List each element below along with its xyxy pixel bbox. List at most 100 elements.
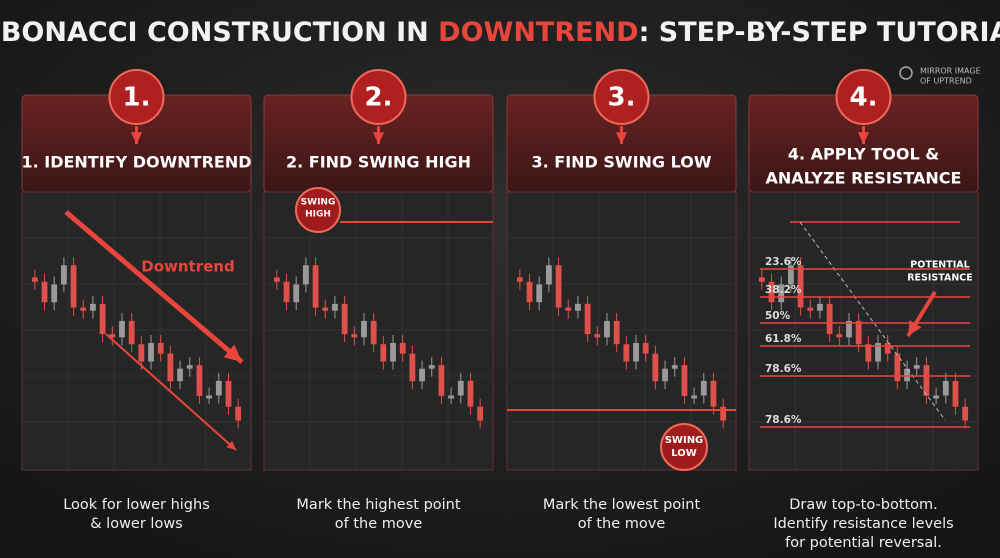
step-caption: Identify resistance levels — [773, 516, 953, 532]
step-heading: ANALYZE RESISTANCE — [766, 169, 962, 188]
candle-body — [720, 406, 727, 421]
candle-body — [787, 265, 794, 285]
candle-body — [177, 368, 183, 382]
candle-body — [962, 406, 969, 421]
candle-body — [186, 365, 193, 369]
step-caption: & lower lows — [90, 516, 182, 532]
arrow-head — [857, 132, 870, 144]
callout-label: RESISTANCE — [907, 273, 973, 284]
candle-body — [351, 334, 358, 338]
candle-body — [109, 334, 116, 338]
candle-body — [148, 342, 154, 362]
arrow-line — [64, 210, 244, 364]
title-text: : STEP-BY-STEP TUTORIAL — [639, 17, 1000, 48]
candle-body — [884, 342, 891, 354]
candle-body — [380, 344, 387, 362]
candle-body — [80, 307, 87, 311]
fib-label: 78.6% — [765, 363, 802, 375]
candle-body — [807, 307, 814, 311]
step-badge — [593, 69, 650, 125]
candle-body — [157, 342, 164, 354]
candle-body — [390, 342, 396, 362]
swing-label: LOW — [671, 448, 697, 459]
candle-body — [652, 353, 659, 382]
candle-body — [604, 320, 610, 338]
mirror-icon — [899, 66, 913, 80]
step-caption: Draw top-to-bottom. — [789, 497, 938, 513]
callout-label: POTENTIAL — [910, 260, 969, 271]
candle-body — [913, 365, 920, 369]
candle-body — [642, 342, 649, 354]
candle-body — [797, 265, 804, 308]
swing-badge — [660, 423, 708, 471]
candle-body — [817, 303, 823, 311]
fib-label: 38.2% — [765, 284, 802, 296]
candle-body — [846, 320, 852, 338]
candle-body — [302, 265, 309, 285]
candle-body — [41, 281, 48, 303]
candle-body — [31, 277, 38, 282]
candle-body — [235, 406, 242, 421]
candle-body — [623, 344, 630, 362]
candle-body — [419, 368, 425, 382]
candle-body — [448, 395, 455, 399]
note-text: OF UPTREND — [920, 77, 972, 86]
fib-label: 78.6% — [765, 414, 802, 426]
candle-body — [438, 365, 445, 396]
arrow-head — [372, 132, 385, 144]
candle-body — [99, 303, 106, 335]
candle-body — [633, 342, 639, 362]
panels: 1. 1. IDENTIFY DOWNTREND Look for lower hi… — [21, 69, 979, 551]
step-number: 2. — [365, 83, 393, 113]
candle-body — [322, 307, 329, 311]
candle-body — [855, 320, 862, 345]
candle-body — [778, 284, 785, 303]
arrow-head — [223, 344, 242, 362]
candle-body — [138, 344, 145, 362]
candle-body — [457, 380, 464, 396]
candle-body — [312, 265, 319, 308]
candle-body — [477, 406, 484, 421]
candle-body — [273, 277, 280, 282]
swing-label: HIGH — [305, 210, 331, 220]
step-caption: Look for lower highs — [63, 497, 210, 513]
arrow-head — [908, 320, 922, 336]
candle-body — [215, 380, 222, 396]
fib-label: 61.8% — [765, 333, 802, 345]
candle-body — [710, 380, 717, 407]
note-text: MIRROR IMAGE — [920, 67, 981, 76]
candle-body — [409, 353, 416, 382]
candle-body — [361, 320, 367, 338]
candle-body — [119, 320, 125, 338]
page-title: FIBONACCI CONSTRUCTION IN DOWNTREND: STE… — [0, 17, 1000, 48]
candle-body — [613, 320, 620, 345]
candle-body — [293, 284, 300, 303]
candle-body — [923, 365, 930, 396]
arrow-head — [615, 132, 628, 144]
candle-body — [952, 380, 959, 407]
panel-chart — [748, 191, 979, 471]
candle-body — [90, 303, 96, 311]
panel-chart — [506, 191, 737, 471]
arrow-line — [105, 333, 237, 451]
candle-body — [768, 281, 775, 303]
candle-body — [467, 380, 474, 407]
panel-chart — [21, 191, 252, 471]
candle-body — [555, 265, 562, 308]
step-number: 1. — [123, 83, 151, 113]
candle-body — [758, 277, 765, 282]
step-heading: 3. FIND SWING LOW — [532, 153, 712, 172]
candle-body — [545, 265, 552, 285]
candle-body — [536, 284, 543, 303]
arrow-head — [130, 132, 143, 144]
candle-body — [575, 303, 581, 311]
title-text: FIBONACCI CONSTRUCTION IN — [0, 17, 438, 48]
candle-body — [865, 344, 872, 362]
candle-body — [341, 303, 348, 335]
candle-body — [933, 395, 940, 399]
swing-label: SWING — [301, 198, 336, 208]
step-caption: of the move — [578, 516, 666, 532]
step-heading: 4. APPLY TOOL & — [788, 145, 939, 164]
step-heading: 2. FIND SWING HIGH — [286, 153, 471, 172]
panel-chart — [263, 191, 494, 471]
